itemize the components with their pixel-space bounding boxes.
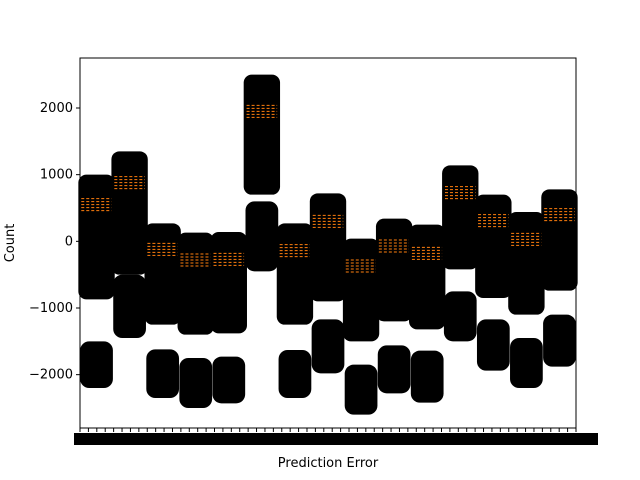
x-axis-label: Prediction Error (278, 456, 379, 471)
box-body (309, 193, 347, 302)
box-body (177, 232, 214, 335)
box-lower-cluster (179, 358, 213, 408)
box-lower-cluster (146, 349, 180, 398)
box-lower-cluster (80, 341, 113, 388)
y-tick-label: 0 (65, 234, 73, 249)
box-body (375, 218, 413, 322)
box-body (111, 151, 148, 275)
x-tick-labels-overlap (74, 433, 598, 445)
box-group (541, 189, 578, 367)
box-body (276, 223, 314, 325)
y-axis-label: Count (3, 224, 18, 263)
x-ticks-layer (74, 428, 598, 445)
box-lower-cluster (212, 356, 246, 404)
box-body (409, 224, 446, 330)
box-lower-cluster (510, 338, 543, 388)
box-body (78, 174, 115, 300)
box-group (342, 238, 380, 415)
box-group (276, 223, 314, 398)
box-group (442, 165, 479, 342)
y-tick-label: −2000 (29, 368, 73, 383)
y-ticks-layer: −2000 −1000 0 1000 2000 (29, 101, 80, 383)
box-lower-cluster (377, 345, 411, 394)
boxes-layer (78, 74, 578, 415)
box-group (177, 232, 214, 408)
box-group (111, 151, 148, 338)
box-lower-cluster (443, 291, 477, 342)
box-group (375, 218, 413, 394)
box-lower-cluster (410, 350, 444, 403)
box-body (442, 165, 479, 270)
box-group (508, 212, 545, 388)
box-lower-cluster (278, 350, 312, 398)
box-group (309, 193, 347, 374)
box-group (144, 223, 181, 398)
y-tick-label: 1000 (40, 168, 73, 183)
box-lower-cluster (113, 274, 146, 338)
box-body (243, 74, 281, 195)
box-group (78, 174, 115, 388)
box-group (243, 74, 281, 272)
box-lower-cluster (245, 201, 279, 272)
box-lower-cluster (311, 319, 345, 374)
box-lower-cluster (476, 319, 510, 371)
box-body (342, 238, 380, 342)
box-body (541, 189, 578, 291)
box-group (210, 232, 247, 404)
box-group (475, 194, 512, 371)
box-body (475, 194, 512, 298)
plot-frame (79, 57, 577, 429)
box-body (144, 223, 181, 325)
box-lower-cluster (344, 364, 378, 415)
y-tick-label: 2000 (40, 101, 73, 116)
box-body (210, 232, 247, 334)
y-tick-label: −1000 (29, 301, 73, 316)
box-lower-cluster (543, 314, 576, 367)
box-body (508, 212, 545, 315)
box-group (409, 224, 446, 403)
